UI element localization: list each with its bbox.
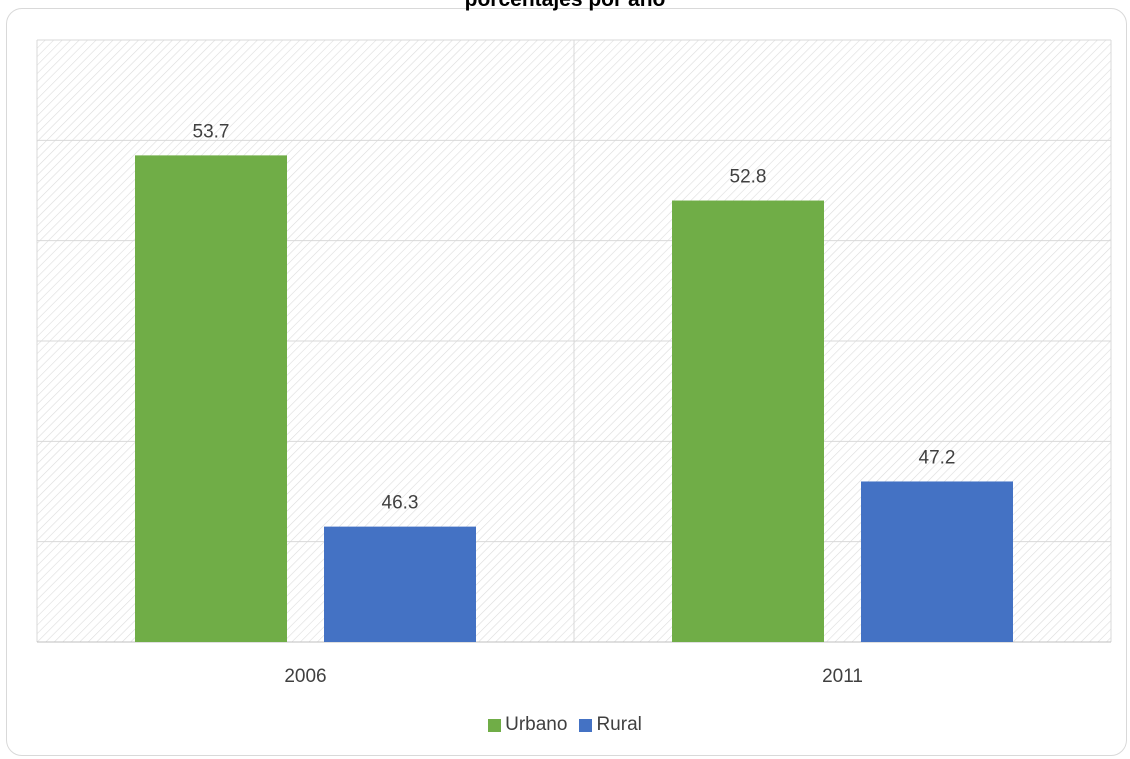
legend-label: Rural: [596, 714, 642, 735]
data-labels: 53.7 46.3 52.8 47.2: [193, 121, 956, 513]
legend-swatch: [579, 718, 593, 732]
chart-title: porcentajes por año: [0, 0, 1130, 12]
legend-item-urbano: Urbano: [488, 714, 567, 736]
x-tick-labels: 2006 2011: [284, 666, 863, 687]
bar-rural-2011: [861, 481, 1013, 642]
data-label-rural-2011: 47.2: [919, 447, 956, 468]
data-label-urbano-2011: 52.8: [730, 167, 767, 188]
chart-frame: [6, 8, 1127, 756]
legend-swatch: [488, 718, 502, 732]
x-tick-label: 2006: [284, 666, 326, 687]
data-label-rural-2006: 46.3: [382, 493, 419, 514]
bar-urbano-2011: [672, 200, 824, 643]
data-label-urbano-2006: 53.7: [193, 121, 230, 142]
legend-label: Urbano: [505, 714, 568, 735]
legend: Urbano Rural: [0, 714, 1130, 736]
bar-rural-2006: [324, 526, 476, 642]
legend-item-rural: Rural: [579, 714, 642, 736]
bars: [135, 155, 1013, 643]
bar-urbano-2006: [135, 155, 287, 642]
x-tick-label: 2011: [822, 666, 863, 687]
